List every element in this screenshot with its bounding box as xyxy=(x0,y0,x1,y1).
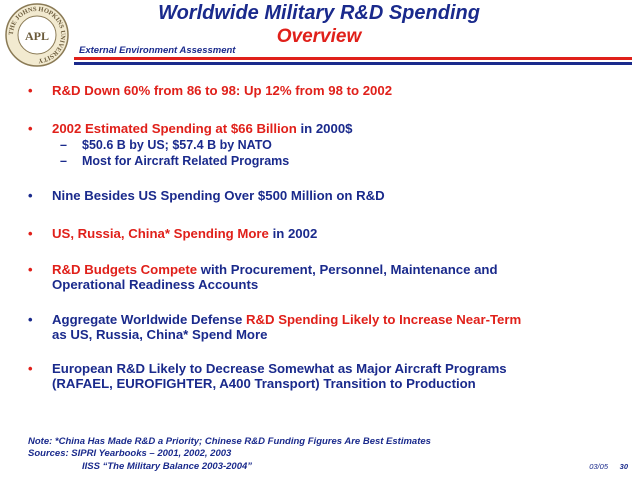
bullet-text: 2002 Estimated Spending at $66 Billion xyxy=(52,121,297,136)
bullet-text-line2: as US, Russia, China* Spend More xyxy=(52,327,268,342)
bullet-dot-icon: • xyxy=(28,121,33,136)
dash-icon: – xyxy=(60,138,67,152)
bullet-dot-icon: • xyxy=(28,312,33,327)
bullet-text-line2: Operational Readiness Accounts xyxy=(52,277,259,292)
section-label: External Environment Assessment xyxy=(79,45,236,56)
sub-bullet-text: $50.6 B by US; $57.4 B by NATO xyxy=(82,138,272,152)
slide-title: Worldwide Military R&D Spending xyxy=(158,2,480,24)
bullet-item: • Nine Besides US Spending Over $500 Mil… xyxy=(28,188,612,203)
bullet-item: • Aggregate Worldwide Defense R&D Spendi… xyxy=(28,312,612,342)
university-seal: THE JOHNS HOPKINS UNIVERSITY APL xyxy=(5,3,69,67)
bullet-dot-icon: • xyxy=(28,262,33,277)
bullet-text: R&D Budgets Compete xyxy=(52,262,198,277)
sources-line: Sources: SIPRI Yearbooks – 2001, 2002, 2… xyxy=(28,448,232,459)
bullet-item: • US, Russia, China* Spending More in 20… xyxy=(28,226,612,241)
bullet-text: European R&D Likely to Decrease Somewhat… xyxy=(52,361,507,376)
bullet-text: in 2002 xyxy=(268,226,318,241)
sub-bullet-item: – $50.6 B by US; $57.4 B by NATO xyxy=(60,138,272,153)
bullet-text: R&D Spending Likely to Increase Near-Ter… xyxy=(245,312,522,327)
bullet-text: with Procurement, Personnel, Maintenance… xyxy=(197,262,498,277)
bullet-dot-icon: • xyxy=(28,226,33,241)
slide-subtitle: Overview xyxy=(276,26,362,47)
bullet-dot-icon: • xyxy=(28,188,33,203)
note-line: Note: *China Has Made R&D a Priority; Ch… xyxy=(28,436,431,447)
bullet-text: in 2000$ xyxy=(296,121,353,136)
bullet-dot-icon: • xyxy=(28,361,33,376)
page-number: 30 xyxy=(619,462,628,471)
sub-bullet-text: Most for Aircraft Related Programs xyxy=(82,154,290,168)
footer-date: 03/05 xyxy=(589,462,608,471)
header-rule-blue xyxy=(74,62,632,65)
bullet-text: Aggregate Worldwide Defense xyxy=(52,312,246,327)
seal-monogram: APL xyxy=(25,29,49,43)
sources-line: IISS “The Military Balance 2003-2004” xyxy=(82,461,253,472)
sub-bullet-item: – Most for Aircraft Related Programs xyxy=(60,154,290,169)
bullet-text: Nine Besides US Spending Over $500 Milli… xyxy=(52,188,385,203)
bullet-item: • R&D Down 60% from 86 to 98: Up 12% fro… xyxy=(28,83,612,98)
bullet-text-line2: (RAFAEL, EUROFIGHTER, A400 Transport) Tr… xyxy=(52,376,476,391)
bullet-text: US, Russia, China* Spending More xyxy=(52,226,269,241)
bullet-text: R&D Down 60% from 86 to 98: Up 12% from … xyxy=(52,83,393,98)
bullet-dot-icon: • xyxy=(28,83,33,98)
bullet-item: • European R&D Likely to Decrease Somewh… xyxy=(28,361,612,391)
dash-icon: – xyxy=(60,154,67,168)
bullet-item: • 2002 Estimated Spending at $66 Billion… xyxy=(28,121,612,136)
bullet-item: • R&D Budgets Compete with Procurement, … xyxy=(28,262,612,292)
header-rule-red xyxy=(74,57,632,60)
